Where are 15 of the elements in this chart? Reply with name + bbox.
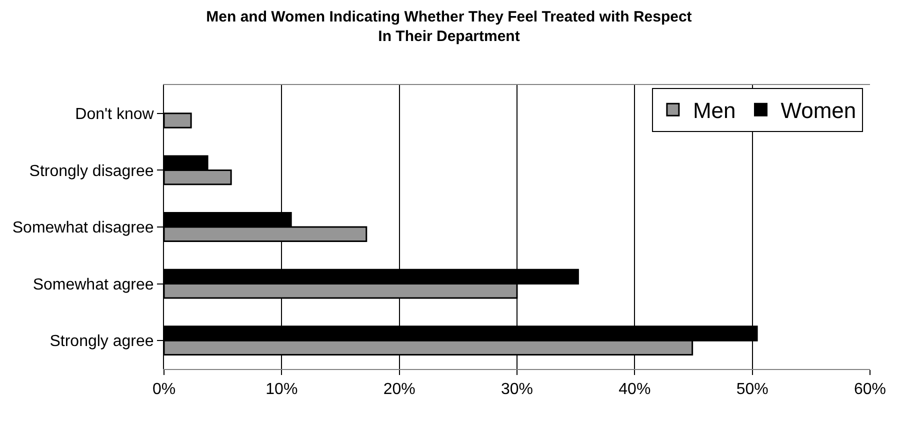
chart-title: Men and Women Indicating Whether They Feel Treated with Respect In Their Department: [206, 8, 692, 45]
y-tick-label: Somewhat disagree: [12, 220, 154, 237]
x-tick-label: 60%: [854, 381, 886, 398]
x-tick-label: 40%: [618, 381, 651, 398]
x-tick-label: 50%: [736, 381, 768, 398]
legend-label: Men: [692, 98, 736, 124]
y-tick-label: Somewhat agree: [32, 276, 154, 294]
x-tick-label: 10%: [266, 381, 298, 398]
x-tick-label: 0%: [152, 381, 176, 398]
y-tick-label: Don't know: [75, 106, 154, 123]
legend-label: Women: [780, 98, 856, 124]
x-tick-label: 20%: [383, 381, 416, 398]
x-tick-label: 30%: [500, 381, 534, 398]
y-tick-label: Strongly disagree: [29, 162, 154, 180]
y-tick-label: Strongly agree: [50, 333, 154, 350]
